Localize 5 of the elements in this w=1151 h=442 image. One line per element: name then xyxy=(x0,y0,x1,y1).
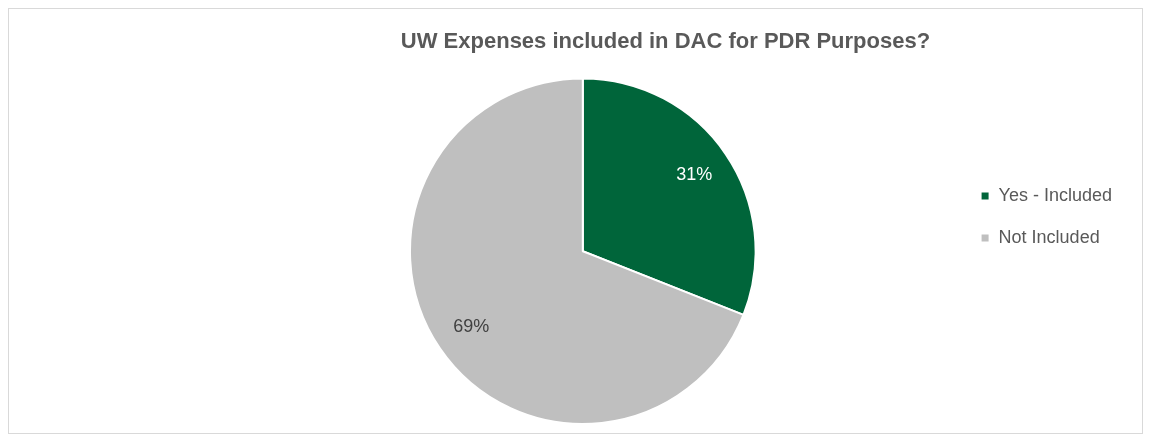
legend-label: Yes - Included xyxy=(998,184,1113,205)
data-label: 69% xyxy=(453,315,490,336)
legend-label: Not Included xyxy=(998,226,1100,247)
chart-title: UW Expenses included in DAC for PDR Purposes? xyxy=(400,28,931,54)
data-label: 31% xyxy=(676,164,713,185)
